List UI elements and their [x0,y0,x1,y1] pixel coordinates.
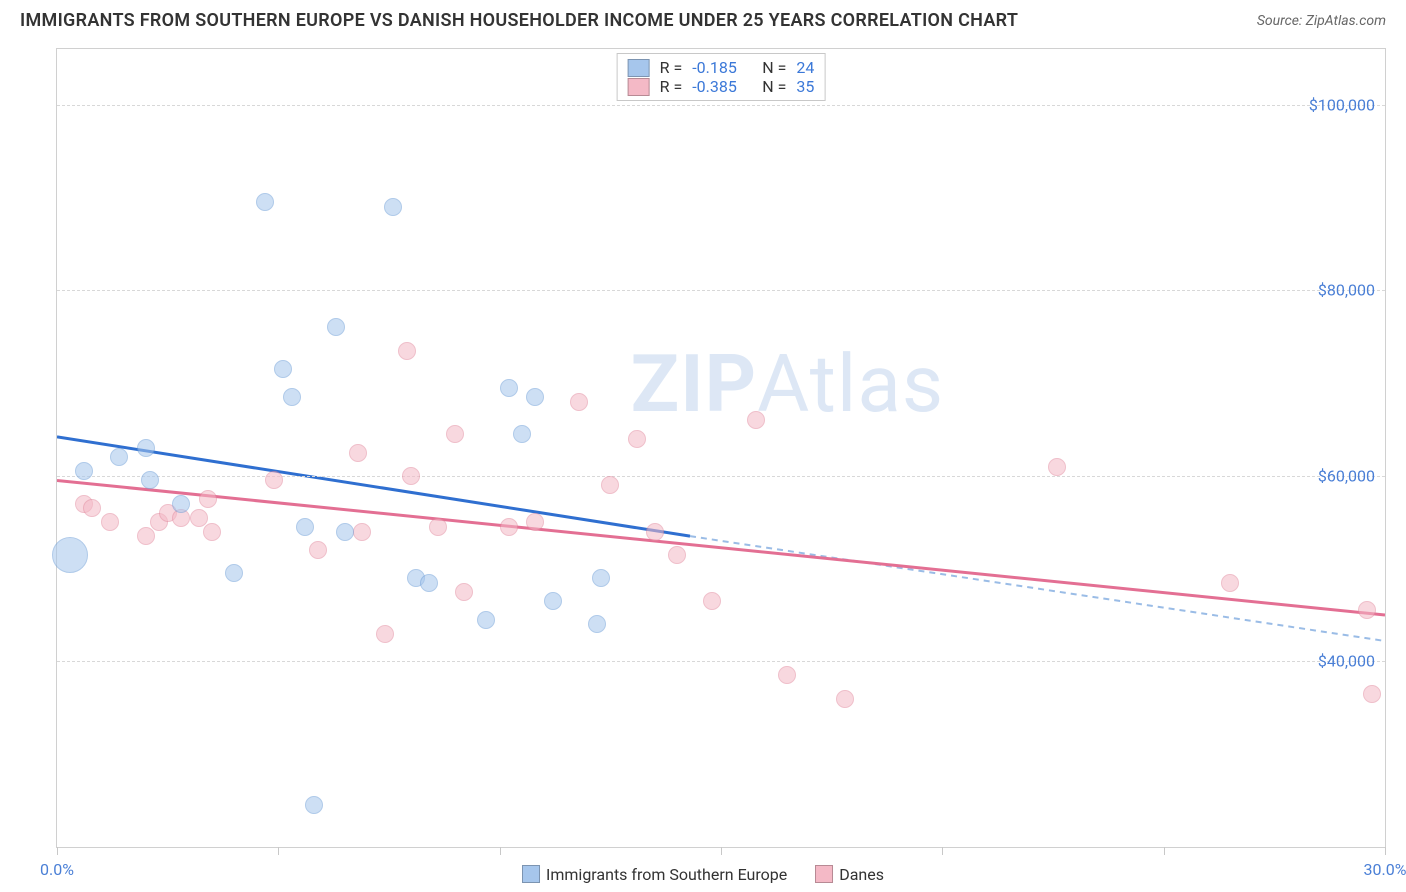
data-point [283,388,301,406]
y-tick-label: $80,000 [1318,281,1375,300]
data-point [52,537,88,573]
data-point [398,342,416,360]
data-point [477,611,495,629]
data-point [778,666,796,684]
data-point [628,430,646,448]
watermark: ZIPAtlas [631,337,944,431]
stats-legend: R =-0.185N =24R =-0.385N =35 [617,53,826,101]
x-tick [57,847,58,855]
data-point [141,471,159,489]
data-point [83,499,101,517]
data-point [274,360,292,378]
y-tick-label: $100,000 [1309,95,1375,114]
data-point [75,462,93,480]
data-point [526,513,544,531]
source-label: Source: ZipAtlas.com [1257,13,1386,29]
gridline [57,661,1385,662]
data-point [544,592,562,610]
data-point [384,198,402,216]
x-tick [942,847,943,855]
data-point [256,193,274,211]
x-tick [500,847,501,855]
x-tick [1164,847,1165,855]
data-point [203,523,221,541]
data-point [1048,458,1066,476]
series-legend: Immigrants from Southern Europe Danes [522,865,884,884]
gridline [57,105,1385,106]
data-point [199,490,217,508]
y-tick-label: $60,000 [1318,466,1375,485]
data-point [101,513,119,531]
data-point [402,467,420,485]
x-tick-label: 0.0% [40,860,74,879]
x-tick [721,847,722,855]
data-point [646,523,664,541]
data-point [353,523,371,541]
data-point [747,411,765,429]
data-point [305,796,323,814]
gridline [57,290,1385,291]
data-point [336,523,354,541]
data-point [137,439,155,457]
data-point [500,518,518,536]
data-point [327,318,345,336]
x-tick [1385,847,1386,855]
legend-row: R =-0.185N =24 [628,58,815,77]
data-point [1358,601,1376,619]
data-point [225,564,243,582]
data-point [376,625,394,643]
data-point [703,592,721,610]
data-point [570,393,588,411]
data-point [836,690,854,708]
x-tick-label: 30.0% [1364,860,1406,879]
regression-lines [57,49,1385,847]
data-point [420,574,438,592]
y-tick-label: $40,000 [1318,652,1375,671]
data-point [349,444,367,462]
data-point [668,546,686,564]
data-point [446,425,464,443]
data-point [601,476,619,494]
legend-item: Immigrants from Southern Europe [522,865,787,884]
data-point [265,471,283,489]
data-point [455,583,473,601]
data-point [110,448,128,466]
data-point [309,541,327,559]
x-tick [278,847,279,855]
data-point [500,379,518,397]
scatter-chart: ZIPAtlas R =-0.185N =24R =-0.385N =35 $4… [56,48,1386,848]
data-point [592,569,610,587]
data-point [513,425,531,443]
data-point [172,495,190,513]
data-point [1363,685,1381,703]
data-point [1221,574,1239,592]
legend-row: R =-0.385N =35 [628,77,815,96]
chart-title: IMMIGRANTS FROM SOUTHERN EUROPE VS DANIS… [20,10,1018,31]
data-point [429,518,447,536]
data-point [588,615,606,633]
data-point [137,527,155,545]
data-point [296,518,314,536]
data-point [526,388,544,406]
legend-item: Danes [815,865,884,884]
gridline [57,476,1385,477]
